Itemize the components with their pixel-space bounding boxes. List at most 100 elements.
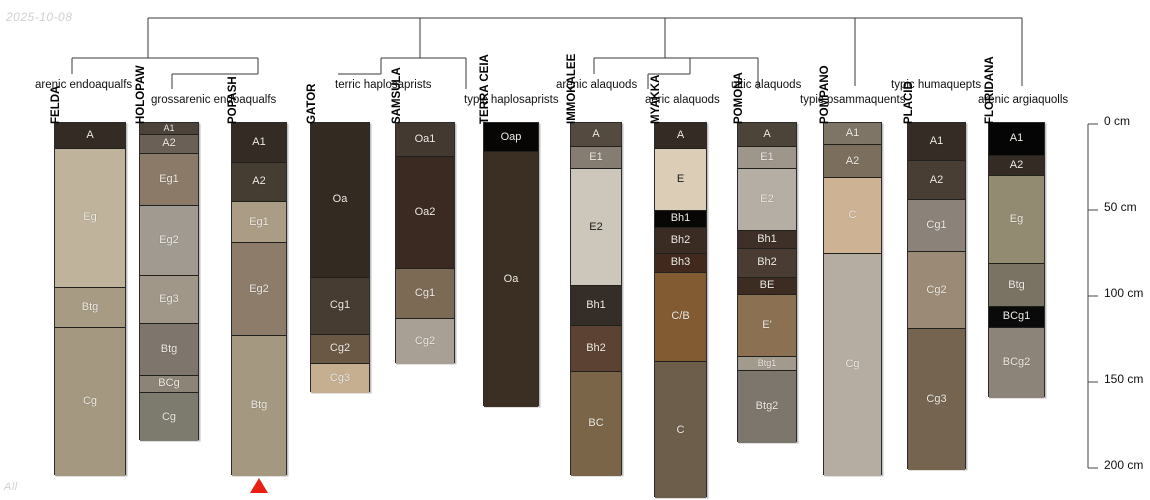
horizon-label: Bh2 xyxy=(586,342,606,355)
soil-horizon[interactable]: Cg1 xyxy=(908,200,965,252)
soil-horizon[interactable]: BCg2 xyxy=(989,327,1044,399)
soil-horizon[interactable]: Eg2 xyxy=(232,243,286,337)
soil-horizon[interactable]: Bh1 xyxy=(738,231,796,249)
soil-horizon[interactable]: Cg1 xyxy=(311,277,369,335)
soil-profile-column[interactable]: A1 A2 Eg Btg BCg1 BCg2 xyxy=(988,122,1045,399)
soil-profile-column[interactable]: A Eg Btg Cg xyxy=(54,122,126,476)
soil-horizon[interactable]: E1 xyxy=(738,147,796,170)
soil-horizon[interactable]: Cg3 xyxy=(908,329,965,471)
soil-horizon[interactable]: Btg xyxy=(140,324,198,376)
taxon-label: terric haplosaprists xyxy=(335,79,432,91)
soil-horizon[interactable]: Cg3 xyxy=(311,363,369,394)
soil-horizon[interactable]: C xyxy=(824,178,881,254)
red-triangle-marker-icon xyxy=(250,477,268,493)
horizon-label: A1 xyxy=(1009,132,1024,145)
horizon-label: C xyxy=(848,208,857,221)
horizon-label: Oa2 xyxy=(414,206,436,219)
horizon-label: E xyxy=(676,172,685,185)
horizon-label: Cg2 xyxy=(329,342,351,355)
horizon-label: Bh2 xyxy=(757,256,777,269)
soil-horizon[interactable]: BCg xyxy=(140,375,198,394)
soil-horizon[interactable]: BC xyxy=(571,372,621,476)
soil-horizon[interactable]: Cg1 xyxy=(396,269,454,320)
soil-horizon[interactable]: Bh2 xyxy=(571,325,621,373)
soil-horizon[interactable]: E' xyxy=(738,295,796,357)
soil-horizon[interactable]: Oa1 xyxy=(396,123,454,158)
soil-horizon[interactable]: Cg2 xyxy=(908,252,965,330)
soil-horizon[interactable]: Eg1 xyxy=(232,202,286,244)
soil-horizon[interactable]: Cg xyxy=(824,253,881,476)
soil-profile-column[interactable]: Oap Oa xyxy=(483,122,539,407)
soil-series-name: SAMSULA xyxy=(391,67,403,124)
soil-horizon[interactable]: Cg2 xyxy=(311,334,369,364)
soil-horizon[interactable]: Oa2 xyxy=(396,157,454,270)
soil-profile-column[interactable]: A1 A2 Cg1 Cg2 Cg3 xyxy=(907,122,966,471)
soil-horizon[interactable]: Oa xyxy=(484,152,538,407)
soil-horizon[interactable]: A2 xyxy=(824,145,881,179)
soil-horizon[interactable]: Bh1 xyxy=(655,210,706,228)
soil-horizon[interactable]: Btg xyxy=(55,288,125,328)
soil-horizon[interactable]: Eg1 xyxy=(140,153,198,206)
soil-horizon[interactable]: C/B xyxy=(655,272,706,363)
soil-horizon[interactable]: A1 xyxy=(989,123,1044,156)
soil-horizon[interactable]: A2 xyxy=(232,162,286,203)
soil-horizon[interactable]: A1 xyxy=(232,123,286,163)
soil-profile-column[interactable]: A E1 E2 Bh1 Bh2 BC xyxy=(570,122,622,476)
soil-horizon[interactable]: Btg xyxy=(232,336,286,476)
horizon-label: Eg2 xyxy=(159,233,179,246)
soil-horizon[interactable]: A1 xyxy=(140,123,198,136)
soil-series-name: IMMOKALEE xyxy=(566,53,578,124)
soil-horizon[interactable]: A xyxy=(738,123,796,148)
soil-profile-column[interactable]: A1 A2 C Cg xyxy=(823,122,882,476)
soil-horizon[interactable]: E xyxy=(655,148,706,211)
soil-horizon[interactable]: Eg3 xyxy=(140,276,198,325)
soil-profile-column[interactable]: Oa1 Oa2 Cg1 Cg2 xyxy=(395,122,455,364)
soil-horizon[interactable]: A2 xyxy=(908,160,965,201)
soil-profile-column[interactable]: A1 A2 Eg1 Eg2 Eg3 Btg BCg Cg xyxy=(139,122,199,442)
taxon-label: arenic argiaquolls xyxy=(978,94,1069,106)
soil-horizon[interactable]: BCg1 xyxy=(989,307,1044,328)
soil-series-name: FLORIDANA xyxy=(984,56,996,124)
soil-horizon[interactable]: Bh2 xyxy=(655,227,706,254)
soil-horizon[interactable]: Btg1 xyxy=(738,356,796,371)
soil-series-name: FELDA xyxy=(50,85,62,124)
taxon-label: grossarenic endoaqualfs xyxy=(151,94,277,106)
soil-horizon[interactable]: Eg2 xyxy=(140,205,198,277)
soil-horizon[interactable]: A2 xyxy=(140,135,198,154)
soil-horizon[interactable]: E1 xyxy=(571,147,621,170)
soil-horizon[interactable]: A1 xyxy=(824,123,881,146)
soil-horizon[interactable]: A xyxy=(655,123,706,149)
soil-horizon[interactable]: Bh2 xyxy=(738,248,796,278)
soil-horizon[interactable]: C xyxy=(655,362,706,498)
soil-horizon[interactable]: Cg2 xyxy=(396,319,454,364)
horizon-label: A xyxy=(86,128,94,141)
soil-horizon[interactable]: A2 xyxy=(989,155,1044,177)
soil-horizon[interactable]: A1 xyxy=(908,123,965,161)
soil-horizon[interactable]: Oap xyxy=(484,123,538,153)
soil-horizon[interactable]: E2 xyxy=(571,169,621,287)
soil-horizon[interactable]: E2 xyxy=(738,169,796,232)
soil-profile-column[interactable]: A E1 E2 Bh1 Bh2 BE E' Btg1 Btg2 xyxy=(737,122,797,443)
horizon-label: Cg2 xyxy=(414,334,436,347)
soil-horizon[interactable]: Btg xyxy=(989,264,1044,308)
soil-horizon[interactable]: Cg xyxy=(140,393,198,442)
soil-profile-column[interactable]: A E Bh1 Bh2 Bh3 C/B C xyxy=(654,122,707,498)
soil-horizon[interactable]: Cg xyxy=(55,327,125,476)
soil-horizon[interactable]: Eg xyxy=(55,148,125,289)
soil-horizon[interactable]: A xyxy=(571,123,621,148)
taxon-label: aeric alaquods xyxy=(645,94,720,106)
soil-horizon[interactable]: Oa xyxy=(311,123,369,278)
soil-horizon[interactable]: Eg xyxy=(989,176,1044,265)
soil-profile-column[interactable]: Oa Cg1 Cg2 Cg3 xyxy=(310,122,370,394)
taxon-label: arenic alaquods xyxy=(556,79,638,91)
horizon-label: E2 xyxy=(760,193,774,206)
soil-horizon[interactable]: Btg2 xyxy=(738,370,796,443)
soil-horizon[interactable]: Bh1 xyxy=(571,286,621,326)
soil-horizon[interactable]: Bh3 xyxy=(655,253,706,273)
taxon-label: typic haplosaprists xyxy=(464,94,559,106)
horizon-label: Btg2 xyxy=(755,400,779,413)
soil-profile-column[interactable]: A1 A2 Eg1 Eg2 Btg xyxy=(231,122,287,476)
soil-series-name: POPASH xyxy=(227,76,239,124)
soil-horizon[interactable]: A xyxy=(55,123,125,149)
soil-horizon[interactable]: BE xyxy=(738,277,796,295)
